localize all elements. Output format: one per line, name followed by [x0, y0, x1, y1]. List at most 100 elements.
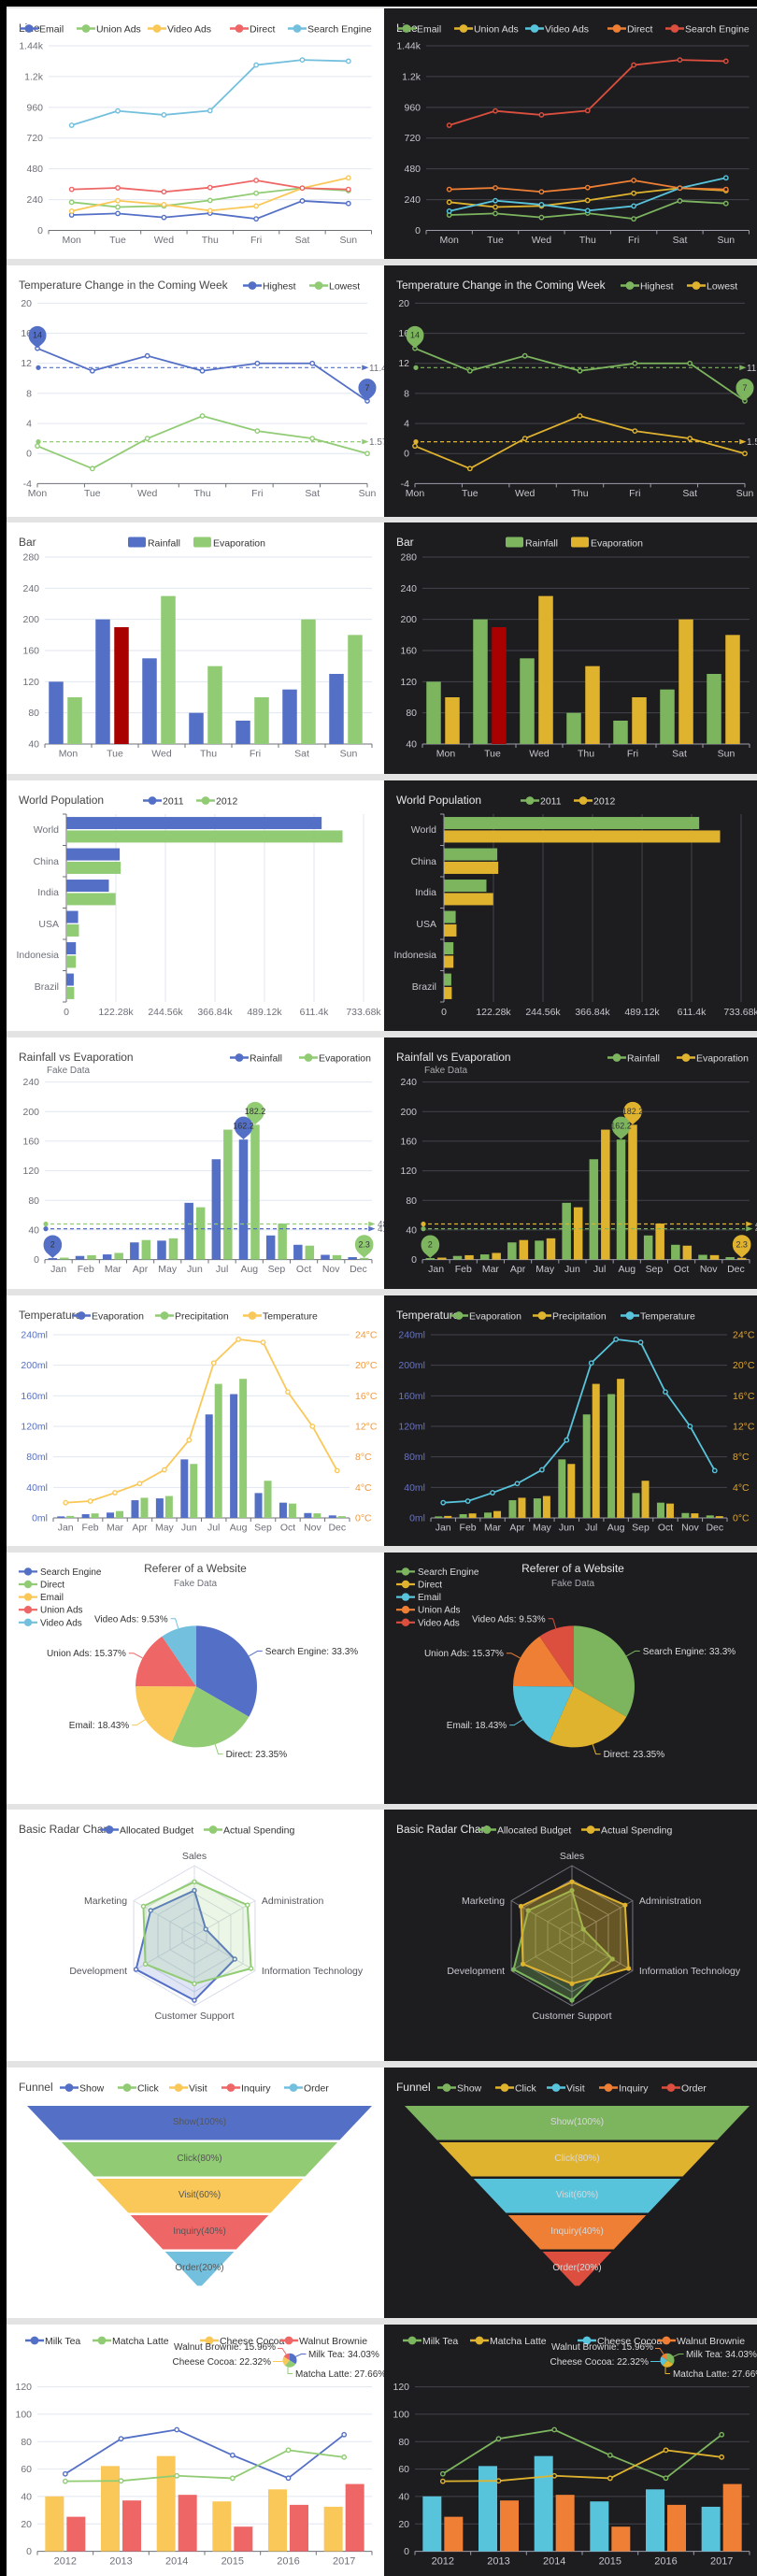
svg-text:Allocated Budget: Allocated Budget [497, 1826, 571, 1837]
svg-text:Matcha Latte: Matcha Latte [490, 2337, 547, 2347]
svg-text:2011: 2011 [163, 796, 184, 807]
svg-text:2: 2 [428, 1240, 433, 1250]
svg-text:80: 80 [28, 709, 39, 720]
svg-text:Dec: Dec [706, 1523, 723, 1533]
svg-text:100: 100 [16, 2411, 33, 2421]
svg-text:1.44k: 1.44k [396, 41, 421, 51]
svg-text:Fake Data: Fake Data [424, 1066, 468, 1076]
svg-text:Feb: Feb [460, 1523, 477, 1533]
svg-text:Jul: Jul [207, 1523, 220, 1533]
svg-text:Tue: Tue [109, 236, 126, 246]
svg-text:Feb: Feb [82, 1523, 99, 1533]
svg-text:2.3: 2.3 [358, 1239, 370, 1249]
svg-text:-4: -4 [23, 479, 32, 490]
svg-text:Visit: Visit [566, 2083, 585, 2094]
svg-text:Brazil: Brazil [35, 982, 59, 993]
svg-text:0: 0 [34, 1255, 39, 1266]
svg-text:Customer Support: Customer Support [154, 2011, 234, 2022]
svg-text:720: 720 [27, 134, 44, 144]
svg-text:Bar: Bar [396, 536, 414, 549]
svg-text:Jun: Jun [559, 1523, 575, 1533]
svg-text:40ml: 40ml [26, 1482, 48, 1493]
svg-text:Wed: Wed [151, 750, 172, 760]
svg-text:7: 7 [364, 383, 369, 393]
svg-text:India: India [415, 888, 436, 898]
svg-text:Cheese Cocoa: 22.32%: Cheese Cocoa: 22.32% [550, 2357, 650, 2368]
svg-text:280: 280 [23, 553, 40, 564]
svg-text:12°C: 12°C [355, 1422, 378, 1432]
svg-text:60: 60 [21, 2465, 32, 2475]
svg-text:80: 80 [406, 1196, 417, 1207]
svg-text:Sat: Sat [672, 750, 687, 760]
svg-text:Information Technology: Information Technology [639, 1967, 741, 1977]
svg-text:480: 480 [27, 165, 44, 175]
svg-text:Sales: Sales [182, 1852, 207, 1862]
svg-text:Search Engine: Search Engine [40, 1567, 102, 1578]
svg-text:240ml: 240ml [21, 1330, 48, 1340]
svg-text:48.07: 48.07 [755, 1220, 757, 1230]
svg-text:Direct: 23.35%: Direct: 23.35% [226, 1750, 288, 1760]
svg-text:182.2: 182.2 [245, 1107, 265, 1116]
svg-text:Mar: Mar [482, 1265, 500, 1275]
svg-text:-4: -4 [401, 479, 409, 490]
svg-text:Email: Email [39, 24, 64, 35]
svg-text:Jul: Jul [585, 1523, 597, 1533]
svg-text:20: 20 [21, 2520, 32, 2530]
svg-text:41.63: 41.63 [755, 1224, 757, 1235]
svg-text:Mon: Mon [436, 750, 456, 760]
svg-text:120: 120 [16, 2383, 33, 2393]
svg-text:Marketing: Marketing [84, 1896, 127, 1907]
svg-text:Fri: Fri [250, 750, 261, 760]
svg-text:Aug: Aug [230, 1523, 248, 1533]
svg-text:Sat: Sat [673, 236, 688, 246]
svg-text:Apr: Apr [133, 1265, 149, 1275]
svg-text:Direct: Direct [418, 1580, 442, 1590]
svg-text:Rainfall: Rainfall [148, 539, 180, 550]
svg-text:120ml: 120ml [398, 1422, 425, 1432]
svg-text:80: 80 [28, 1196, 39, 1207]
svg-text:Fri: Fri [251, 489, 263, 499]
svg-text:World Population: World Population [396, 794, 481, 807]
svg-text:Click: Click [137, 2083, 159, 2094]
svg-text:Bar: Bar [19, 536, 36, 549]
svg-text:Rainfall: Rainfall [525, 539, 558, 550]
svg-text:Actual Spending: Actual Spending [223, 1826, 295, 1837]
svg-text:2: 2 [50, 1240, 55, 1250]
svg-text:Wed: Wed [529, 750, 550, 760]
svg-text:Milk Tea: Milk Tea [422, 2337, 458, 2347]
svg-text:2012: 2012 [216, 796, 237, 807]
svg-text:Jan: Jan [50, 1265, 66, 1275]
svg-text:Apr: Apr [132, 1523, 148, 1533]
svg-text:Tue: Tue [107, 750, 123, 760]
svg-text:Evaporation: Evaporation [319, 1054, 371, 1065]
svg-text:Thu: Thu [571, 489, 588, 499]
svg-text:2016: 2016 [277, 2556, 299, 2568]
svg-text:Mar: Mar [105, 1265, 122, 1275]
svg-text:Milk Tea: Milk Tea [45, 2337, 80, 2347]
svg-text:20: 20 [398, 299, 409, 309]
svg-text:Thu: Thu [200, 750, 217, 760]
svg-text:USA: USA [416, 920, 436, 930]
svg-text:USA: USA [38, 920, 59, 930]
svg-text:40: 40 [406, 740, 417, 751]
svg-text:160: 160 [401, 647, 418, 657]
svg-text:Fri: Fri [629, 489, 640, 499]
svg-text:Direct: 23.35%: Direct: 23.35% [604, 1750, 665, 1760]
svg-text:Inquiry: Inquiry [619, 2083, 649, 2094]
svg-text:Click(80%): Click(80%) [554, 2154, 599, 2164]
svg-text:Lowest: Lowest [329, 281, 360, 292]
svg-text:7: 7 [742, 383, 747, 393]
svg-text:Allocated Budget: Allocated Budget [120, 1826, 193, 1837]
svg-text:733.68k: 733.68k [346, 1008, 381, 1018]
svg-text:Click(80%): Click(80%) [177, 2154, 221, 2164]
svg-text:240: 240 [23, 1078, 40, 1088]
svg-text:Inquiry(40%): Inquiry(40%) [550, 2226, 604, 2237]
svg-text:0: 0 [404, 450, 409, 460]
svg-text:Show: Show [79, 2083, 105, 2094]
svg-text:Show(100%): Show(100%) [550, 2117, 604, 2127]
svg-text:Rainfall: Rainfall [627, 1054, 660, 1065]
svg-text:Direct: Direct [250, 24, 275, 35]
svg-text:Sat: Sat [682, 489, 697, 499]
svg-text:Video Ads: Video Ads [40, 1618, 82, 1628]
svg-text:12: 12 [21, 359, 32, 369]
